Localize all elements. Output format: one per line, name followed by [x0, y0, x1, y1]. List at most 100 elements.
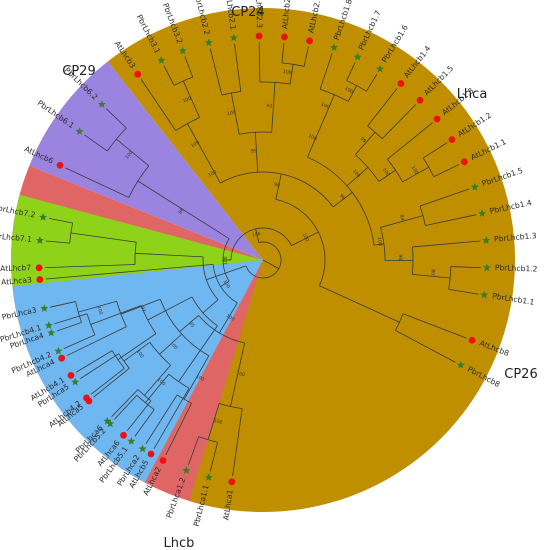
branch-edge — [147, 296, 193, 321]
branch-arc — [245, 241, 282, 279]
root-branch — [262, 259, 279, 270]
leaf-circle-marker — [159, 457, 167, 464]
bootstrap-label: 100 — [227, 110, 237, 118]
branch-edge — [423, 142, 448, 159]
branch-edge — [140, 79, 177, 131]
leaf-circle-marker — [36, 276, 44, 283]
branch-arc — [395, 313, 404, 331]
clade-labels: CP24 CP29 Lhca CP26 Lhcb — [62, 5, 537, 550]
bootstrap-label: 100 — [225, 313, 236, 323]
bootstrap-label: 100 — [156, 377, 167, 387]
leaf-label: AtLhca1 — [221, 489, 234, 521]
bootstrap-label: 97 — [139, 305, 147, 313]
branch-edge — [281, 42, 285, 63]
branch-edge — [373, 243, 384, 246]
leaf-star-marker — [353, 52, 362, 61]
leaf-circle-marker — [35, 264, 43, 272]
leaf-star-marker — [470, 182, 479, 191]
leaf-star-marker — [75, 127, 84, 135]
branch-arc — [191, 296, 218, 327]
clade-label-lhca: Lhca — [457, 87, 488, 102]
leaf-circle-marker — [255, 32, 263, 40]
bootstrap-label: 100 — [282, 69, 292, 76]
branch-edge — [209, 48, 223, 96]
branch-edge — [347, 85, 358, 102]
leaf-circle-marker — [448, 136, 456, 144]
branch-arc — [202, 256, 219, 300]
leaf-star-marker — [39, 213, 48, 221]
branch-edge — [450, 266, 481, 269]
branch-arc — [411, 246, 414, 275]
branch-arc — [220, 171, 334, 208]
branch-edge — [355, 131, 376, 156]
branch-edge — [230, 92, 240, 135]
branch-edge — [202, 299, 219, 314]
branch-edge — [209, 163, 221, 184]
branch-edge — [45, 240, 70, 244]
branch-edge — [153, 387, 190, 449]
branch-edge — [178, 325, 218, 382]
bootstrap-label: 100 — [213, 418, 223, 426]
branch-edge — [179, 315, 199, 333]
branch-edge — [70, 232, 137, 243]
leaf-star-marker — [40, 304, 49, 312]
branch-edge — [184, 56, 194, 78]
branch-edge — [220, 280, 230, 287]
leaf-circle-marker — [120, 431, 127, 439]
clade-sector-lhcb — [107, 8, 515, 513]
leaf-circle-marker — [67, 371, 75, 379]
leaf-circle-marker — [281, 33, 288, 41]
bootstrap-label: 100 — [182, 96, 193, 105]
branch-edge — [291, 231, 319, 246]
branch-arc — [118, 353, 130, 369]
bootstrap-label: 100 — [236, 370, 246, 378]
branch-edge — [387, 122, 433, 160]
leaf-circle-marker — [468, 336, 476, 344]
leaf-label: PbrLhcb7.1 — [0, 231, 32, 244]
branch-edge — [209, 442, 218, 472]
bootstrap-label: 100 — [168, 341, 178, 352]
clade-label-cp26: CP26 — [504, 367, 537, 382]
branch-edge — [63, 334, 96, 350]
branch-edge — [137, 180, 230, 239]
bootstrap-label: 99 — [359, 136, 367, 144]
clade-label-cp29: CP29 — [62, 64, 95, 79]
branch-edge — [45, 263, 214, 280]
bootstrap-label: 100 — [376, 237, 383, 247]
leaf-circle-marker — [83, 394, 90, 402]
leaf-star-marker — [330, 43, 339, 51]
branch-edge — [116, 138, 150, 167]
branch-edge — [412, 273, 451, 279]
branch-edge — [402, 313, 467, 339]
branch-edge — [114, 395, 138, 420]
leaf-star-marker — [106, 419, 115, 428]
branch-arc — [140, 305, 157, 334]
leaf-star-marker — [482, 236, 491, 244]
branch-edge — [56, 322, 82, 332]
leaf-star-marker — [97, 100, 106, 108]
bootstrap-label: 99 — [273, 182, 280, 189]
bootstrap-label: 100 — [207, 169, 218, 179]
leaf-label: AtLhcb2.3 — [254, 0, 264, 28]
branch-edge — [319, 53, 333, 90]
branch-edge — [159, 333, 183, 355]
branch-arc — [419, 205, 426, 226]
bootstrap-label: 84 — [398, 214, 405, 221]
tree-branches — [45, 42, 481, 476]
clade-label-lhcb: Lhcb — [164, 536, 195, 550]
leaf-label: PbrLhcb1.3 — [494, 231, 537, 244]
bootstrap-label: 100 — [344, 86, 355, 95]
clade-label-cp24: CP24 — [231, 5, 264, 20]
bootstrap-label: 100 — [96, 305, 104, 315]
branch-arc — [387, 159, 403, 183]
bootstrap-label: 100 — [221, 279, 231, 290]
branch-edge — [206, 265, 247, 281]
branch-edge — [232, 408, 243, 476]
branch-arc — [198, 315, 245, 344]
leaf-circle-marker — [56, 161, 64, 169]
bootstrap-label: 98 — [397, 254, 403, 260]
bootstrap-label: 88 — [177, 207, 185, 215]
bootstrap-label: 80 — [429, 269, 436, 275]
branch-edge — [402, 166, 429, 183]
leaf-label: AtLhcb7 — [0, 263, 31, 273]
